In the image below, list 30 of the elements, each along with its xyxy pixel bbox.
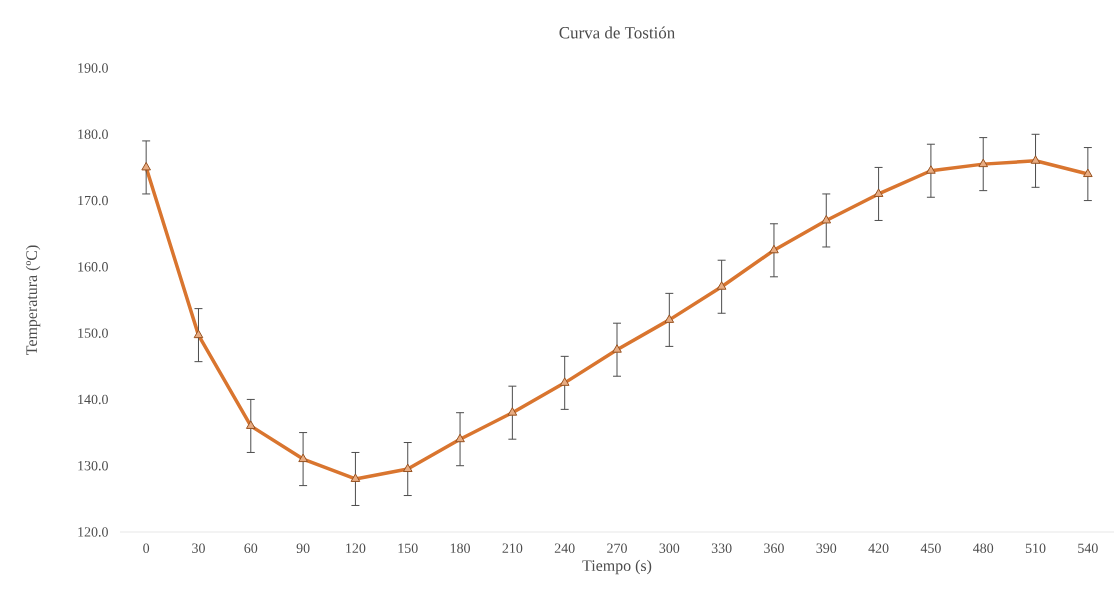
chart-title: Curva de Tostión	[559, 26, 675, 39]
y-tick-label: 140.0	[78, 394, 108, 405]
x-tick-label: 240	[554, 543, 575, 553]
x-tick-label: 450	[920, 543, 941, 553]
y-axis-title: Temperatura (ºC)	[25, 245, 41, 355]
y-tick-label: 190.0	[78, 63, 108, 73]
y-tick-label: 150.0	[78, 328, 108, 338]
y-tick-label: 130.0	[78, 460, 108, 471]
x-tick-label: 30	[192, 543, 205, 553]
x-tick-label: 390	[816, 543, 837, 553]
y-tick-label: 170.0	[78, 195, 108, 206]
y-tick-label: 180.0	[78, 129, 108, 140]
x-tick-label: 180	[450, 543, 470, 553]
x-tick-label: 420	[868, 543, 889, 553]
x-tick-label: 540	[1078, 543, 1098, 553]
x-tick-label: 360	[764, 543, 784, 553]
x-tick-label: 90	[296, 543, 310, 553]
y-tick-label: 120.0	[78, 527, 108, 537]
x-tick-label: 60	[244, 543, 258, 553]
x-tick-label: 0	[143, 543, 150, 553]
x-tick-label: 480	[973, 543, 994, 553]
x-tick-label: 330	[711, 543, 732, 553]
x-tick-label: 510	[1025, 543, 1046, 553]
x-tick-label: 150	[398, 543, 418, 553]
x-tick-label: 210	[502, 543, 523, 553]
x-tick-label: 300	[659, 543, 680, 553]
x-tick-label: 270	[607, 543, 627, 553]
y-tick-label: 160.0	[78, 262, 108, 272]
x-axis-title: Tiempo (s)	[582, 559, 652, 575]
x-tick-label: 120	[346, 543, 366, 553]
